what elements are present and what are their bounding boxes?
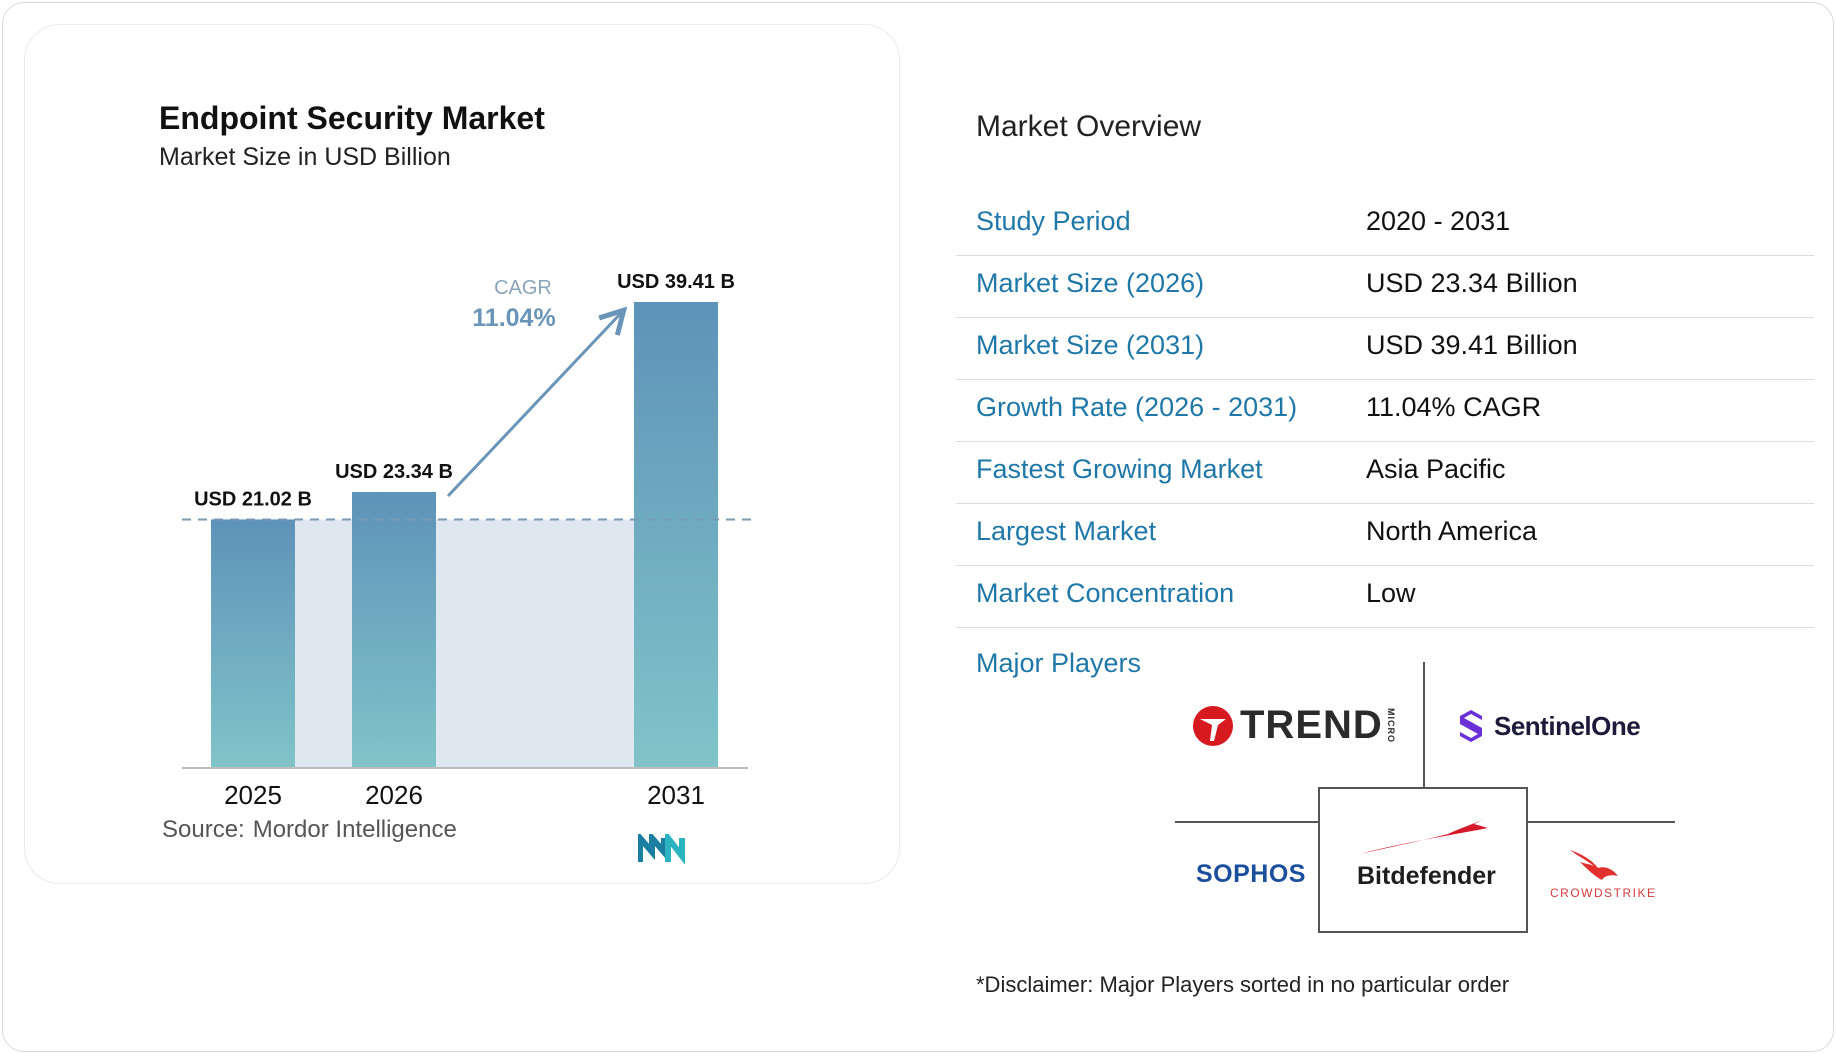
overview-row: Growth Rate (2026 - 2031) 11.04% CAGR (956, 380, 1814, 442)
overview-row-label: Largest Market (976, 516, 1157, 546)
overview-row: Market Size (2031) USD 39.41 Billion (956, 318, 1814, 380)
disclaimer-note: *Disclaimer: Major Players sorted in no … (976, 972, 1510, 997)
overview-row-value: 11.04% CAGR (1366, 392, 1542, 422)
overview-row: Market Size (2026) USD 23.34 Billion (956, 256, 1814, 318)
overview-row-value: 2020 - 2031 (1366, 206, 1511, 236)
x-tick-2025: 2025 (224, 780, 282, 810)
overview-title: Market Overview (976, 110, 1202, 143)
overview-row-label: Fastest Growing Market (976, 454, 1263, 484)
data-label-2031: USD 39.41 B (617, 271, 735, 293)
overview-row-label: Market Size (2026) (976, 268, 1205, 298)
trend-micro-icon (1193, 705, 1233, 746)
overview-row: Largest Market North America (956, 504, 1814, 566)
overview-row-value: North America (1366, 516, 1538, 546)
trend-micro-sub: MICRO (1385, 708, 1396, 743)
source-label: Source: (162, 816, 245, 843)
cagr-arrow (446, 312, 622, 498)
overview-row: Fastest Growing Market Asia Pacific (956, 442, 1814, 504)
bar-2026 (352, 492, 436, 768)
overview-row-value: USD 39.41 Billion (1366, 330, 1578, 360)
crowdstrike-logo: CROWDSTRIKE (1550, 886, 1657, 900)
cagr-value: 11.04% (472, 304, 555, 332)
overview-row-label: Study Period (976, 206, 1131, 236)
overview-row: Study Period 2020 - 2031 (956, 194, 1814, 256)
x-tick-2026: 2026 (365, 780, 423, 810)
mordor-logo-icon (638, 834, 685, 864)
overview-row-value: Low (1366, 578, 1416, 608)
data-label-2025: USD 21.02 B (194, 488, 312, 510)
data-label-2026: USD 23.34 B (335, 461, 453, 483)
sentinelone-icon (1460, 710, 1482, 742)
cagr-label: CAGR (494, 277, 552, 299)
trend-micro-name: TREND (1240, 703, 1383, 747)
overview-table: Study Period 2020 - 2031 Market Size (2026… (956, 194, 1814, 628)
bar-2031 (634, 302, 718, 768)
trend-micro-logo: TREND MICRO (1192, 703, 1396, 748)
chart-title: Endpoint Security Market (159, 100, 545, 136)
bar-2025 (211, 519, 295, 768)
overview-row-value: Asia Pacific (1366, 454, 1506, 484)
x-tick-2031: 2031 (647, 780, 705, 810)
overview-row-label: Growth Rate (2026 - 2031) (976, 392, 1298, 422)
chart-subtitle: Market Size in USD Billion (159, 143, 451, 171)
sophos-logo: SOPHOS (1196, 860, 1306, 888)
crowdstrike-falcon-icon (1570, 850, 1618, 880)
overview-row-label: Market Concentration (976, 578, 1235, 608)
bar-chart: USD 21.02 B USD 23.34 B USD 39.41 B 2025 202… (182, 271, 752, 810)
source-note: Source: Mordor Intelligence (162, 816, 457, 844)
sentinelone-name: SentinelOne (1494, 710, 1641, 741)
overview-row-label: Market Size (2031) (976, 330, 1205, 360)
overview-row: Market Concentration Low (956, 566, 1814, 628)
overview-row-value: USD 23.34 Billion (1366, 268, 1578, 298)
sentinelone-logo: SentinelOne (1456, 708, 1641, 744)
major-players-label: Major Players (976, 648, 1142, 678)
bitdefender-swoosh-icon (1360, 820, 1488, 854)
source-value: Mordor Intelligence (252, 816, 457, 843)
bitdefender-logo: Bitdefender (1357, 862, 1496, 890)
